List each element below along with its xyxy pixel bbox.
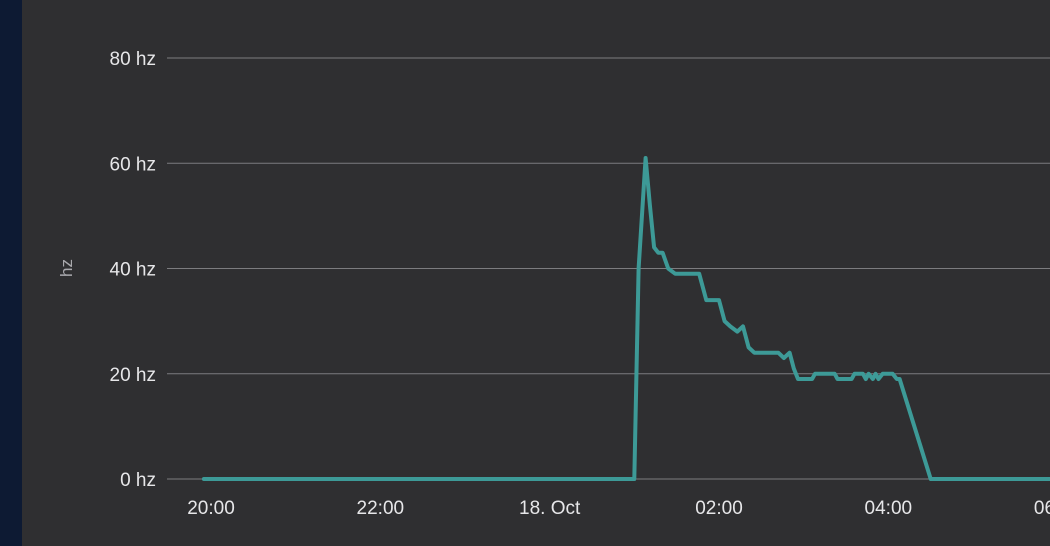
x-tick-label: 06:00 <box>1034 498 1050 519</box>
x-tick-label: 22:00 <box>357 498 405 519</box>
grid-lines <box>167 57 1050 480</box>
y-axis-label: hz <box>57 259 76 277</box>
y-tick-label: 0 hz <box>120 470 156 491</box>
x-tick-label: 20:00 <box>187 498 235 519</box>
y-tick-label: 80 hz <box>110 49 156 70</box>
y-axis-ticks: 0 hz 20 hz 40 hz 60 hz 80 hz <box>110 49 156 491</box>
x-tick-label: 18. Oct <box>519 498 581 519</box>
chart-panel: hz 0 hz 20 hz 40 hz 60 hz 80 hz 20:00 22:00 18… <box>22 0 1050 546</box>
y-tick-label: 20 hz <box>110 365 156 386</box>
frequency-chart: hz 0 hz 20 hz 40 hz 60 hz 80 hz 20:00 22:00 18… <box>57 49 1050 519</box>
y-tick-label: 40 hz <box>110 260 156 281</box>
x-axis-ticks: 20:00 22:00 18. Oct 02:00 04:00 06:00 <box>187 498 1050 519</box>
series-group <box>201 156 1050 481</box>
series-line <box>201 156 1050 481</box>
x-tick-label: 04:00 <box>865 498 913 519</box>
sidebar-strip <box>0 0 22 546</box>
x-tick-label: 02:00 <box>695 498 743 519</box>
y-tick-label: 60 hz <box>110 154 156 175</box>
